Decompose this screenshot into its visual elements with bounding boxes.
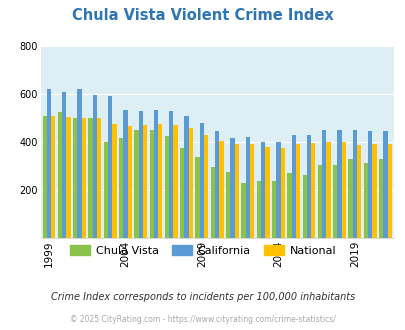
Bar (371, 144, 375, 238)
Bar (291, 135, 295, 238)
Bar (321, 130, 326, 238)
Bar (387, 144, 391, 238)
Bar (123, 110, 127, 238)
Bar (245, 137, 249, 238)
Bar (88, 118, 92, 238)
Bar (73, 118, 77, 238)
Bar (215, 131, 219, 238)
Bar (317, 165, 321, 238)
Bar (310, 143, 315, 238)
Bar (271, 182, 275, 238)
Bar (92, 95, 97, 238)
Bar (77, 89, 81, 238)
Bar (302, 176, 306, 238)
Bar (210, 167, 215, 238)
Bar (97, 118, 101, 238)
Bar (134, 130, 138, 238)
Bar (226, 172, 230, 238)
Text: Chula Vista Violent Crime Index: Chula Vista Violent Crime Index (72, 8, 333, 23)
Bar (295, 144, 299, 238)
Bar (164, 136, 169, 238)
Bar (127, 126, 132, 238)
Bar (367, 131, 371, 238)
Bar (66, 117, 70, 238)
Bar (280, 148, 284, 238)
Bar (363, 163, 367, 238)
Bar (184, 115, 188, 238)
Bar (58, 112, 62, 238)
Bar (382, 131, 387, 238)
Text: © 2025 CityRating.com - https://www.cityrating.com/crime-statistics/: © 2025 CityRating.com - https://www.city… (70, 315, 335, 324)
Bar (264, 147, 269, 238)
Bar (153, 110, 158, 238)
Bar (326, 142, 330, 238)
Bar (332, 165, 337, 238)
Bar (275, 142, 280, 238)
Bar (378, 159, 382, 238)
Bar (219, 141, 223, 238)
Bar (286, 173, 291, 238)
Bar (337, 130, 341, 238)
Bar (149, 130, 153, 238)
Bar (249, 144, 254, 238)
Bar (180, 148, 184, 238)
Bar (43, 115, 47, 238)
Bar (352, 130, 356, 238)
Bar (241, 182, 245, 238)
Bar (138, 111, 143, 238)
Bar (51, 115, 55, 238)
Bar (47, 89, 51, 238)
Legend: Chula Vista, California, National: Chula Vista, California, National (65, 241, 340, 260)
Bar (112, 124, 116, 238)
Bar (260, 142, 264, 238)
Bar (199, 123, 204, 238)
Bar (119, 138, 123, 238)
Bar (169, 111, 173, 238)
Bar (347, 159, 352, 238)
Bar (81, 118, 86, 238)
Text: Crime Index corresponds to incidents per 100,000 inhabitants: Crime Index corresponds to incidents per… (51, 292, 354, 302)
Bar (195, 157, 199, 238)
Bar (234, 144, 238, 238)
Bar (143, 125, 147, 238)
Bar (230, 138, 234, 238)
Bar (104, 142, 108, 238)
Bar (188, 127, 192, 238)
Bar (62, 92, 66, 238)
Bar (356, 146, 360, 238)
Bar (108, 96, 112, 238)
Bar (256, 182, 260, 238)
Bar (204, 135, 208, 238)
Bar (173, 125, 177, 238)
Bar (306, 135, 310, 238)
Bar (341, 142, 345, 238)
Bar (158, 124, 162, 238)
